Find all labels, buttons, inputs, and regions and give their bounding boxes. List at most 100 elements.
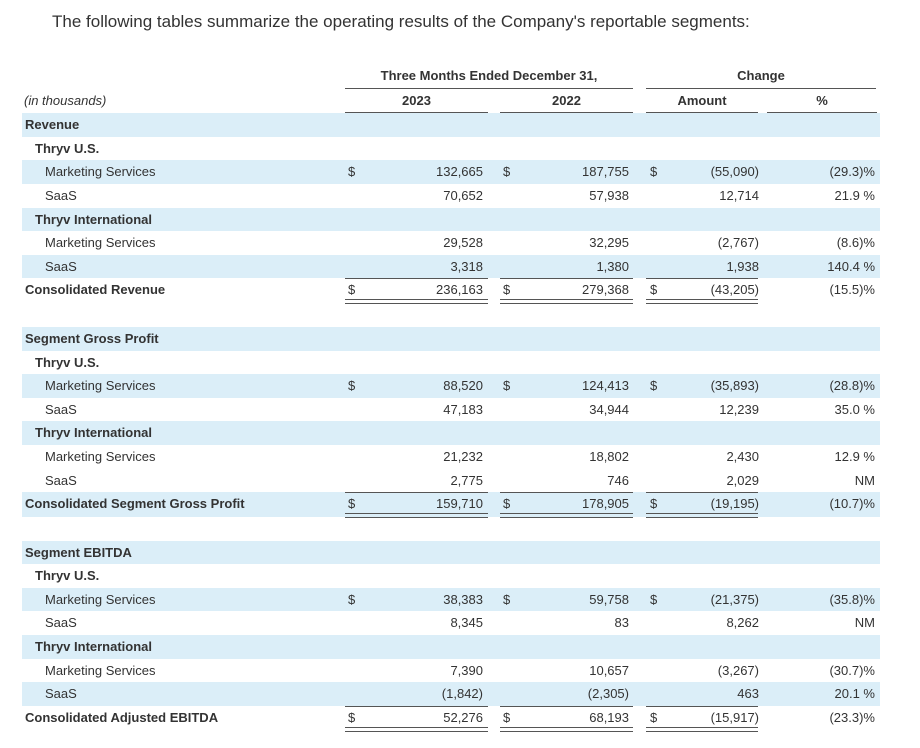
- row-label: Segment EBITDA: [25, 544, 132, 560]
- row-label: Thryv International: [35, 425, 153, 441]
- table-row: SaaS (1,842) (2,305) 463 20.1 %: [22, 682, 880, 706]
- row-label: Thryv U.S.: [35, 354, 100, 370]
- table-row: SaaS 2,775 746 2,029 NM: [22, 469, 880, 493]
- currency-symbol: $: [348, 591, 356, 607]
- change-amount: 1,938: [726, 258, 759, 274]
- change-amount: 463: [737, 686, 759, 702]
- change-amount: 8,262: [726, 615, 759, 631]
- row-label: SaaS: [45, 472, 77, 488]
- change-header: Change: [737, 68, 785, 83]
- currency-symbol: $: [503, 378, 511, 394]
- table-row: SaaS 70,652 57,938 12,714 21.9 %: [22, 184, 880, 208]
- change-percent: (29.3)%: [829, 164, 875, 180]
- row-label: Consolidated Segment Gross Profit: [25, 496, 245, 512]
- header-row-period: Three Months Ended December 31, Change: [22, 64, 880, 88]
- value-2023: 29,528: [443, 235, 483, 251]
- value-2022: 10,657: [589, 662, 629, 678]
- change-percent: NM: [854, 615, 875, 631]
- table-row: Thryv U.S.: [22, 351, 880, 375]
- currency-symbol: $: [650, 282, 658, 298]
- value-2023: 8,345: [450, 615, 483, 631]
- table-row: Thryv International: [22, 207, 880, 232]
- currency-symbol: $: [503, 709, 511, 725]
- amount-header: Amount: [677, 92, 727, 108]
- row-label: Consolidated Revenue: [25, 282, 166, 298]
- table-row: Marketing Services $ $ $132,665 187,755 (55,0…: [22, 160, 880, 184]
- value-2023: 3,318: [450, 258, 483, 274]
- value-2022: 57,938: [589, 187, 629, 203]
- value-2023: 2,775: [450, 472, 483, 488]
- change-percent: 12.9 %: [834, 448, 875, 464]
- currency-symbol: $: [650, 591, 658, 607]
- change-percent: (35.8)%: [829, 591, 875, 607]
- change-amount: 2,430: [726, 448, 759, 464]
- change-percent: (10.7)%: [829, 496, 875, 512]
- table-row: SaaS 8,345 83 8,262 NM: [22, 611, 880, 635]
- subtotal-rule: [500, 705, 633, 707]
- value-2022: 59,758: [589, 591, 629, 607]
- table-row: SaaS 3,318 1,380 1,938 140.4 %: [22, 254, 880, 279]
- total-row: Consolidated Adjusted EBITDA $ $ $52,276 68,…: [22, 705, 880, 732]
- value-2023: 88,520: [443, 378, 483, 394]
- value-2023: 7,390: [450, 662, 483, 678]
- total-row: Consolidated Segment Gross Profit $ $ $159,…: [22, 492, 880, 519]
- change-amount: (15,917): [710, 709, 759, 725]
- currency-symbol: $: [348, 164, 356, 180]
- currency-symbol: $: [348, 282, 356, 298]
- row-label: Thryv U.S.: [35, 568, 100, 584]
- table-row: SaaS 47,183 34,944 12,239 35.0 %: [22, 398, 880, 422]
- value-2023: 38,383: [443, 591, 483, 607]
- row-label: Consolidated Adjusted EBITDA: [25, 709, 219, 725]
- change-amount: (43,205): [710, 282, 759, 298]
- total-double-rule: [345, 299, 488, 305]
- subtotal-rule: [646, 492, 758, 494]
- value-2022: 178,905: [582, 496, 629, 512]
- subtotal-rule: [646, 705, 758, 707]
- value-2023: 236,163: [436, 282, 483, 298]
- row-label: SaaS: [45, 258, 77, 274]
- subtotal-rule: [500, 492, 633, 494]
- row-label: Thryv U.S.: [35, 140, 100, 156]
- table-row: Marketing Services 29,528 32,295 (2,767) (8.…: [22, 231, 880, 255]
- currency-symbol: $: [650, 378, 658, 394]
- value-2023: 47,183: [443, 401, 483, 417]
- currency-symbol: $: [650, 164, 658, 180]
- total-double-rule: [500, 299, 633, 305]
- table-row: Marketing Services $ $ $38,383 59,758 (21,375…: [22, 587, 880, 612]
- row-label: Marketing Services: [45, 378, 156, 394]
- value-2023: 132,665: [436, 164, 483, 180]
- change-underline: [646, 87, 876, 89]
- row-label: Marketing Services: [45, 235, 156, 251]
- change-percent: NM: [854, 472, 875, 488]
- year-2022-header: 2022: [552, 92, 581, 108]
- value-2022: 279,368: [582, 282, 629, 298]
- change-amount: (35,893): [710, 378, 759, 394]
- total-double-rule: [500, 513, 633, 519]
- subtotal-rule: [646, 278, 758, 280]
- total-double-rule: [345, 726, 488, 732]
- value-2023: (1,842): [441, 686, 483, 702]
- change-percent: (28.8)%: [829, 378, 875, 394]
- value-2022: 83: [614, 615, 629, 631]
- change-amount: 2,029: [726, 472, 759, 488]
- row-label: Marketing Services: [45, 591, 156, 607]
- total-double-rule: [500, 726, 633, 732]
- spacer-row: [22, 517, 880, 541]
- value-2022: 124,413: [582, 378, 629, 394]
- table-row: Thryv International: [22, 635, 880, 659]
- currency-symbol: $: [348, 709, 356, 725]
- table-row: Thryv U.S.: [22, 137, 880, 161]
- value-2022: 18,802: [589, 448, 629, 464]
- total-double-rule: [345, 513, 488, 519]
- table-row: Marketing Services 7,390 10,657 (3,267) (30.…: [22, 659, 880, 683]
- row-label: Marketing Services: [45, 662, 156, 678]
- currency-symbol: $: [650, 709, 658, 725]
- total-row: Consolidated Revenue $ $ $236,163 279,368 (43…: [22, 278, 880, 305]
- change-percent: 140.4 %: [827, 258, 875, 274]
- total-double-rule: [646, 726, 758, 732]
- value-2023: 159,710: [436, 496, 483, 512]
- row-label: SaaS: [45, 686, 77, 702]
- change-percent: 21.9 %: [834, 187, 875, 203]
- subtotal-rule: [345, 492, 488, 494]
- row-label: Segment Gross Profit: [25, 330, 159, 346]
